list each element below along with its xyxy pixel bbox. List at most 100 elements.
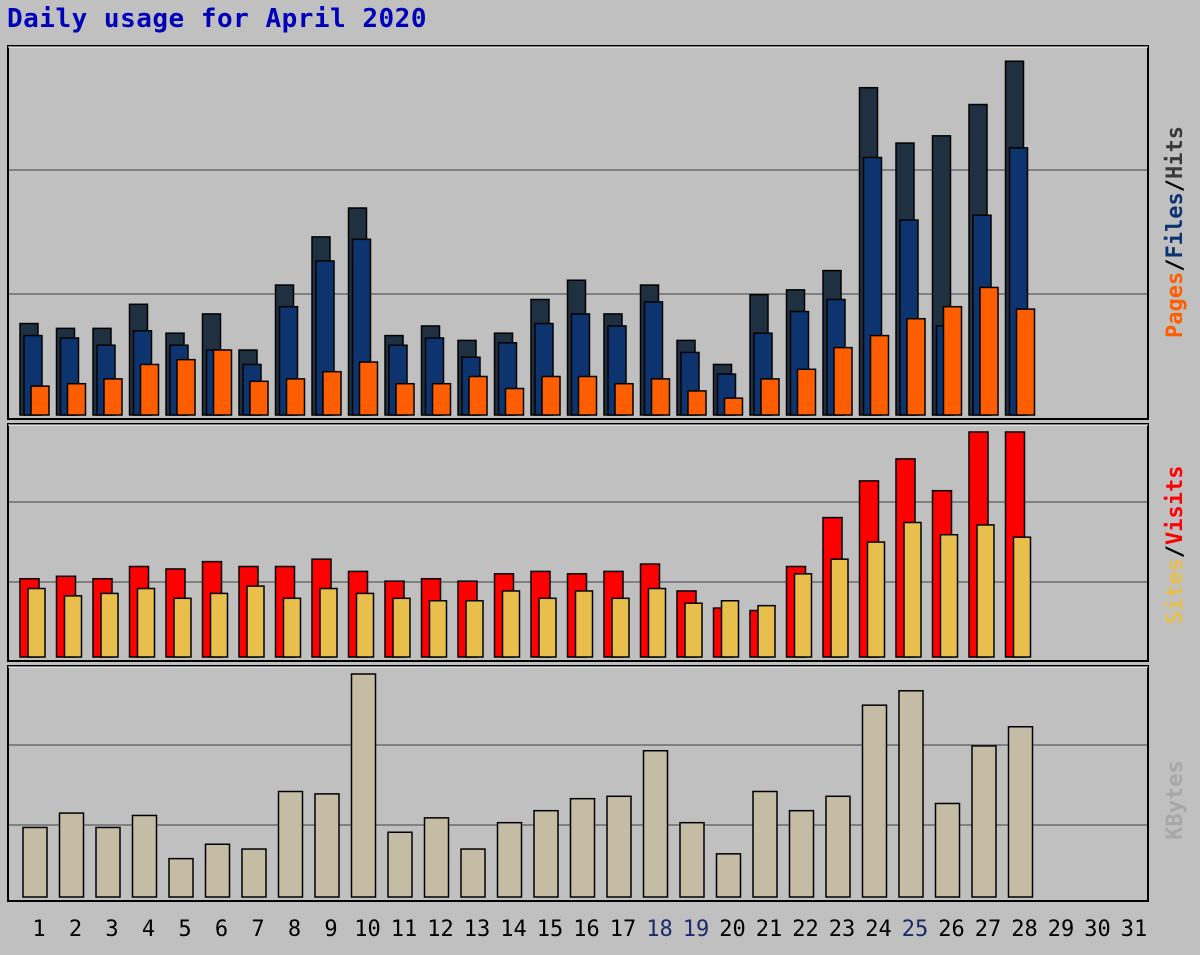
bar-kbytes-day-16 bbox=[569, 797, 596, 898]
bar-kbytes-day-2 bbox=[58, 812, 85, 898]
bar-pages-day-27 bbox=[979, 286, 999, 416]
x-tick-label: 27 bbox=[975, 917, 1002, 942]
bar-pages-day-24 bbox=[869, 334, 890, 416]
bar-kbytes-day-14 bbox=[496, 821, 523, 898]
bar-sites-day-11 bbox=[392, 597, 411, 658]
bar-pages-day-5 bbox=[176, 358, 196, 416]
bar-kbytes-day-15 bbox=[533, 809, 559, 898]
legend-files: Files bbox=[1163, 192, 1188, 258]
bar-pages-day-17 bbox=[614, 382, 634, 416]
bar-pages-day-13 bbox=[468, 375, 488, 416]
legend-kbytes: KBytes bbox=[1163, 760, 1188, 839]
bar-kbytes-day-23 bbox=[825, 795, 851, 898]
bar-pages-day-25 bbox=[906, 317, 926, 416]
bar-sites-day-10 bbox=[355, 592, 375, 658]
bar-kbytes-day-26 bbox=[934, 802, 961, 898]
bar-kbytes-day-22 bbox=[788, 809, 815, 898]
bar-sites-day-25 bbox=[903, 521, 922, 658]
x-tick-label: 21 bbox=[756, 917, 783, 942]
bar-pages-day-15 bbox=[541, 375, 561, 416]
x-tick-label: 23 bbox=[829, 917, 856, 942]
bar-sites-day-15 bbox=[538, 597, 557, 658]
x-tick-label: 25 bbox=[902, 917, 929, 942]
x-tick-label: 5 bbox=[178, 917, 191, 942]
bar-sites-day-12 bbox=[428, 600, 448, 658]
x-tick-label: 28 bbox=[1011, 917, 1038, 942]
bar-sites-day-13 bbox=[465, 600, 484, 658]
bar-pages-day-19 bbox=[687, 390, 707, 416]
legend-hits-files-pages: Pages/Files/Hits bbox=[1163, 126, 1188, 338]
panel-frame bbox=[7, 45, 1149, 420]
bar-sites-day-19 bbox=[684, 602, 703, 658]
x-tick-label: 24 bbox=[865, 917, 892, 942]
bar-kbytes-day-8 bbox=[277, 790, 304, 898]
legend-separator: / bbox=[1163, 545, 1188, 558]
bar-sites-day-3 bbox=[100, 592, 119, 658]
bar-kbytes-day-7 bbox=[241, 848, 267, 898]
bar-pages-day-16 bbox=[577, 375, 598, 416]
x-tick-label: 4 bbox=[142, 917, 155, 942]
bar-pages-day-14 bbox=[504, 387, 525, 416]
x-tick-label: 7 bbox=[251, 917, 264, 942]
x-tick-label: 15 bbox=[537, 917, 564, 942]
bar-kbytes-day-6 bbox=[204, 843, 231, 898]
bar-kbytes-day-3 bbox=[95, 826, 121, 898]
x-tick-label: 14 bbox=[500, 917, 527, 942]
bar-sites-day-4 bbox=[136, 587, 156, 658]
x-tick-label: 3 bbox=[105, 917, 118, 942]
bar-sites-day-16 bbox=[574, 590, 594, 658]
legend-kbytes: KBytes bbox=[1163, 760, 1188, 839]
bar-sites-day-5 bbox=[173, 597, 192, 658]
legend-separator: / bbox=[1163, 258, 1188, 271]
legend-sites: Sites bbox=[1163, 558, 1188, 624]
bar-pages-day-28 bbox=[1015, 308, 1036, 416]
bar-kbytes-day-21 bbox=[752, 790, 778, 898]
x-tick-label: 20 bbox=[719, 917, 746, 942]
x-tick-label: 22 bbox=[792, 917, 819, 942]
bar-pages-day-2 bbox=[66, 382, 87, 416]
x-tick-label: 9 bbox=[324, 917, 337, 942]
bar-sites-day-9 bbox=[319, 587, 338, 658]
bar-kbytes-day-27 bbox=[971, 745, 997, 898]
bar-sites-day-22 bbox=[793, 573, 813, 658]
bar-pages-day-8 bbox=[285, 378, 306, 416]
legend-visits: Visits bbox=[1163, 466, 1188, 545]
bar-sites-day-14 bbox=[501, 590, 521, 658]
bar-sites-day-26 bbox=[939, 533, 959, 658]
bar-pages-day-3 bbox=[103, 378, 123, 416]
x-tick-label: 11 bbox=[391, 917, 418, 942]
x-tick-label: 26 bbox=[938, 917, 965, 942]
bar-kbytes-day-20 bbox=[715, 853, 742, 898]
legend-separator: / bbox=[1163, 179, 1188, 192]
bar-kbytes-day-12 bbox=[423, 817, 450, 898]
x-tick-label: 17 bbox=[610, 917, 637, 942]
bar-kbytes-day-5 bbox=[168, 857, 194, 898]
bar-pages-day-20 bbox=[723, 397, 744, 416]
x-tick-label: 10 bbox=[354, 917, 381, 942]
bar-kbytes-day-24 bbox=[861, 704, 888, 898]
bar-pages-day-7 bbox=[249, 380, 269, 416]
legend-pages: Pages bbox=[1163, 272, 1188, 338]
x-tick-label: 18 bbox=[646, 917, 673, 942]
x-tick-label: 30 bbox=[1084, 917, 1111, 942]
bar-sites-day-23 bbox=[830, 558, 849, 658]
bar-pages-day-12 bbox=[431, 382, 452, 416]
bar-pages-day-23 bbox=[833, 346, 853, 416]
bar-pages-day-6 bbox=[212, 349, 233, 416]
panel-frame bbox=[7, 423, 1149, 662]
bar-sites-day-28 bbox=[1012, 536, 1032, 658]
bar-kbytes-day-4 bbox=[131, 814, 158, 898]
bar-pages-day-18 bbox=[650, 378, 671, 416]
bar-pages-day-1 bbox=[30, 385, 50, 416]
x-tick-label: 8 bbox=[288, 917, 301, 942]
x-tick-label: 6 bbox=[215, 917, 228, 942]
bar-kbytes-day-1 bbox=[22, 826, 48, 898]
bar-sites-day-2 bbox=[63, 595, 83, 658]
bar-pages-day-21 bbox=[760, 378, 780, 416]
x-tick-label: 13 bbox=[464, 917, 491, 942]
page-title: Daily usage for April 2020 bbox=[7, 4, 427, 34]
bar-kbytes-day-18 bbox=[642, 749, 669, 898]
bar-kbytes-day-19 bbox=[679, 821, 705, 898]
bar-sites-day-20 bbox=[720, 600, 740, 658]
